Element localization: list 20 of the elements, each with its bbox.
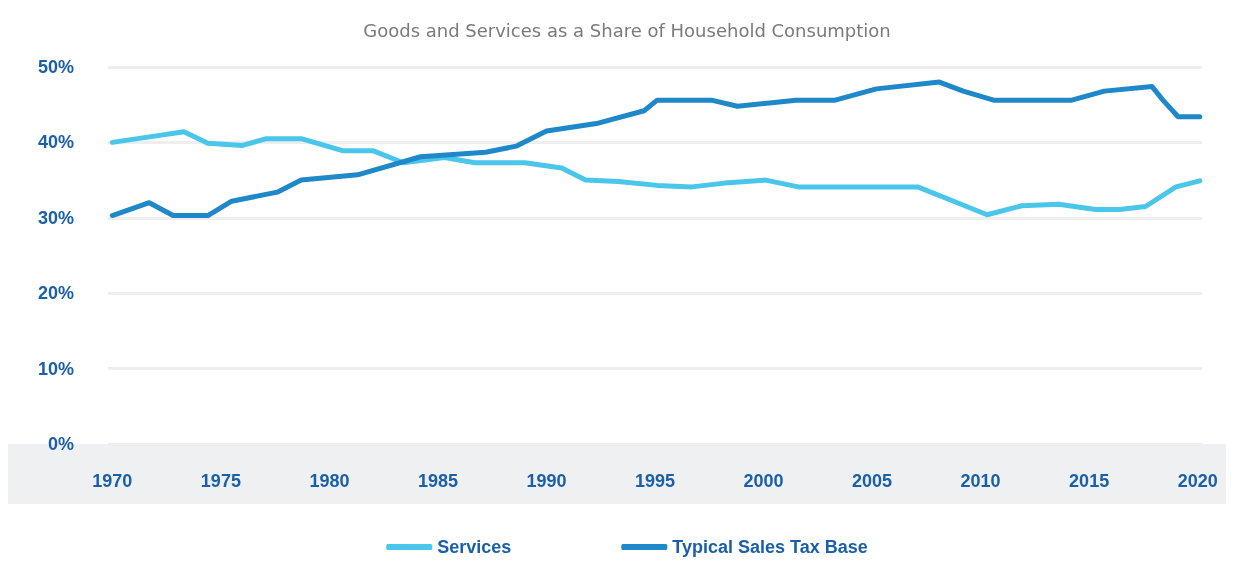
y-tick-label: 0% <box>47 434 74 454</box>
y-tick-label: 20% <box>37 283 74 304</box>
x-tick-label: 2020 <box>1177 471 1218 491</box>
x-tick-label: 1970 <box>92 471 133 491</box>
x-tick-label: 2000 <box>743 471 784 491</box>
y-tick-label: 10% <box>37 358 74 379</box>
x-tick-label: 1975 <box>200 471 241 491</box>
chart-title: Goods and Services as a Share of Household Consumption <box>363 19 891 41</box>
y-tick-label: 30% <box>37 207 74 228</box>
x-tick-label: 1995 <box>634 471 676 491</box>
y-tick-label: 50% <box>37 57 74 77</box>
x-tick-label: 2010 <box>960 471 1001 491</box>
x-tick-label: 2015 <box>1069 471 1110 491</box>
legend-label: Services <box>437 537 512 557</box>
x-tick-label: 2005 <box>852 471 893 491</box>
y-tick-label: 40% <box>37 132 74 153</box>
x-tick-label: 1985 <box>417 471 458 491</box>
legend-label: Typical Sales Tax Base <box>672 537 868 557</box>
x-tick-label: 1980 <box>309 471 350 491</box>
x-tick-label: 1990 <box>526 471 567 491</box>
